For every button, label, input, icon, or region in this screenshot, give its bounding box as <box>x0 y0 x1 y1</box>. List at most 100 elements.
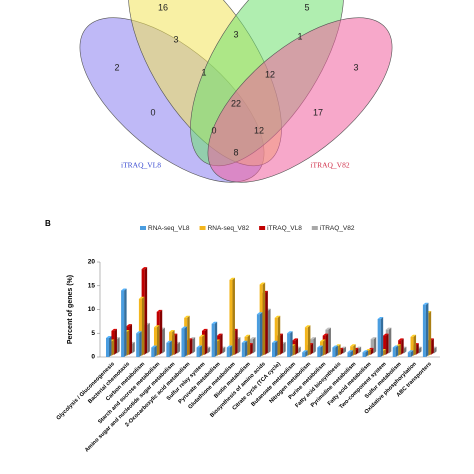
bar-top <box>201 328 208 331</box>
bar-side <box>154 345 157 357</box>
venn-count: 5 <box>304 2 309 12</box>
y-tick-label: 15 <box>88 282 96 289</box>
bar-front <box>410 336 414 356</box>
bar-side <box>340 347 344 355</box>
bar-side <box>259 312 263 357</box>
bar-top <box>392 345 399 348</box>
bar-side <box>169 340 172 357</box>
bar-side <box>368 349 371 356</box>
bar-side <box>144 267 148 355</box>
bar-side <box>199 345 203 357</box>
bar-side <box>204 328 208 355</box>
bar-side <box>244 340 248 357</box>
bar-side <box>383 349 386 356</box>
bar <box>332 345 338 357</box>
bar <box>370 337 377 354</box>
bar-front <box>407 352 411 357</box>
bar-side <box>268 308 271 354</box>
bar-side <box>229 345 233 357</box>
bar-side <box>325 333 329 355</box>
bar-side <box>380 317 384 357</box>
bar-side <box>335 345 338 357</box>
bar-front <box>121 290 125 357</box>
bar-front <box>377 319 381 357</box>
bar <box>121 288 127 357</box>
bar-front <box>106 338 110 357</box>
venn-count: 2 <box>114 62 119 72</box>
bar-top <box>181 326 187 329</box>
bar-top <box>398 338 404 341</box>
bar-side <box>111 339 115 356</box>
legend-swatch <box>140 226 146 230</box>
venn-set <box>207 17 393 183</box>
bar-side <box>350 350 353 357</box>
bar <box>153 325 160 356</box>
bar-side <box>232 277 235 356</box>
bar-side <box>310 343 314 355</box>
bar <box>347 350 353 357</box>
venn-count: 8 <box>233 147 238 157</box>
bar-front <box>138 298 142 356</box>
bar <box>304 325 311 356</box>
bar <box>287 331 293 357</box>
bar-front <box>272 342 276 357</box>
bar-top <box>347 350 353 353</box>
bar-top <box>196 345 203 348</box>
bar-top <box>156 309 163 312</box>
bar <box>383 333 389 355</box>
bar-side <box>280 333 283 355</box>
venn-count: 3 <box>233 29 238 39</box>
bar-side <box>370 347 374 355</box>
bar-side <box>403 346 407 354</box>
bar-side <box>172 330 175 356</box>
y-tick-label: 0 <box>91 354 95 361</box>
bar-top <box>304 325 311 328</box>
bar-top <box>151 345 157 348</box>
venn-count: 12 <box>265 69 275 79</box>
bar-side <box>418 346 422 354</box>
bar-top <box>226 345 233 348</box>
bar-top <box>244 334 251 337</box>
bar-top <box>407 350 414 353</box>
bar-side <box>425 302 429 357</box>
bar-side <box>217 339 220 356</box>
bar-front <box>383 335 387 355</box>
bar-side <box>222 346 226 354</box>
legend-label: RNA-seq_VL8 <box>148 225 190 232</box>
venn-count: 0 <box>211 125 216 135</box>
bar-side <box>298 346 301 354</box>
bar-front <box>332 347 336 357</box>
bar-front <box>274 317 278 356</box>
bar-side <box>262 282 266 356</box>
bar-side <box>416 343 419 355</box>
bar <box>211 321 218 357</box>
bar <box>136 331 142 357</box>
bar-side <box>401 338 404 355</box>
bar <box>407 350 414 357</box>
legend-label: RNA-seq_V82 <box>208 225 250 232</box>
bar-top <box>184 315 190 318</box>
bar <box>151 345 157 357</box>
bar-side <box>338 344 341 356</box>
bar-top <box>126 324 133 327</box>
bar-side <box>114 328 117 355</box>
bar-side <box>365 350 369 357</box>
venn-set-label: iTRAQ_VL8 <box>121 161 161 170</box>
bar-side <box>124 288 127 357</box>
bar-front <box>229 279 233 356</box>
bar-top <box>138 296 145 299</box>
bar <box>317 345 323 357</box>
bar-top <box>249 337 256 340</box>
bar-side <box>283 341 286 354</box>
bar <box>362 350 369 357</box>
bar-top <box>377 317 384 319</box>
bar-top <box>317 345 323 348</box>
bar-side <box>184 326 187 357</box>
bar-side <box>320 345 323 357</box>
bar-top <box>166 340 172 343</box>
legend-swatch <box>259 226 266 230</box>
bar-top <box>111 328 117 331</box>
bar-side <box>174 333 178 355</box>
bar-top <box>229 277 235 280</box>
bar-side <box>398 344 401 356</box>
